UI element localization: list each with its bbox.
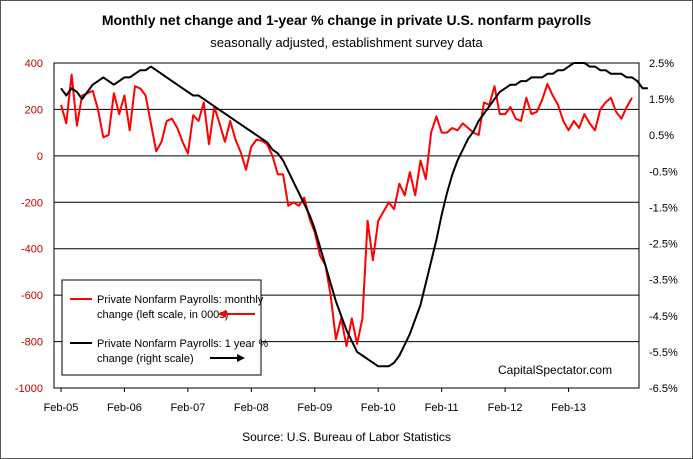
right-tick-label: -3.5% [649, 275, 678, 287]
series-lines [60, 62, 648, 368]
legend-arrow-right-head [237, 354, 245, 362]
legend: Private Nonfarm Payrolls: monthly change… [61, 279, 268, 376]
left-tick-label: 0 [37, 151, 43, 163]
x-tick-label: Feb-13 [551, 402, 586, 414]
right-tick-label: -0.5% [649, 166, 678, 178]
legend-label-payrolls-monthly-1: Private Nonfarm Payrolls: monthly [97, 294, 264, 306]
x-tick-label: Feb-10 [361, 402, 396, 414]
x-tick-label: Feb-12 [488, 402, 523, 414]
chart-subtitle: seasonally adjusted, establishment surve… [210, 35, 483, 50]
x-tick-label: Feb-06 [107, 402, 142, 414]
x-tick-label: Feb-09 [297, 402, 332, 414]
right-tick-label: -6.5% [649, 383, 678, 395]
left-tick-label: -600 [21, 290, 43, 302]
x-tick-label: Feb-11 [425, 402, 459, 414]
legend-box [61, 279, 262, 376]
chart-title: Monthly net change and 1-year % change i… [101, 12, 592, 28]
legend-label-payrolls-yoy-2: change (right scale) [97, 353, 194, 365]
left-tick-label: 400 [25, 58, 43, 70]
x-tick-label: Feb-07 [170, 402, 205, 414]
left-tick-label: -800 [21, 337, 43, 349]
left-tick-label: -400 [21, 244, 43, 256]
legend-label-payrolls-yoy-1: Private Nonfarm Payrolls: 1 year % [97, 338, 268, 350]
right-tick-label: 1.5% [649, 94, 674, 106]
chart-source: Source: U.S. Bureau of Labor Statistics [242, 430, 451, 444]
right-tick-label: -4.5% [649, 311, 678, 323]
watermark: CapitalSpectator.com [498, 363, 612, 377]
right-tick-label: -1.5% [649, 202, 678, 214]
legend-label-payrolls-monthly-2: change (left scale, in 000s) [97, 309, 228, 321]
x-tick-label: Feb-05 [44, 402, 79, 414]
left-tick-label: -1000 [15, 383, 43, 395]
right-tick-label: 0.5% [649, 130, 674, 142]
left-tick-label: -200 [21, 197, 43, 209]
series-line-payrolls-yoy [60, 62, 648, 368]
right-tick-label: -5.5% [649, 347, 678, 359]
left-axis: 400 200 0 -200 -400 -600 -800 -1000 [15, 58, 43, 395]
x-axis: Feb-05 Feb-06 Feb-07 Feb-08 Feb-09 Feb-10 Feb-… [44, 388, 586, 414]
left-tick-label: 200 [25, 104, 43, 116]
right-tick-label: -2.5% [649, 239, 678, 251]
right-axis: 2.5% 1.5% 0.5% -0.5% -1.5% -2.5% -3.5% -4.5% -5.… [649, 58, 678, 395]
right-tick-label: 2.5% [649, 58, 674, 70]
legend-arrow-left-head [218, 310, 226, 318]
x-tick-label: Feb-08 [234, 402, 269, 414]
plot-area [53, 62, 640, 389]
series-line-payrolls-monthly [60, 73, 633, 348]
